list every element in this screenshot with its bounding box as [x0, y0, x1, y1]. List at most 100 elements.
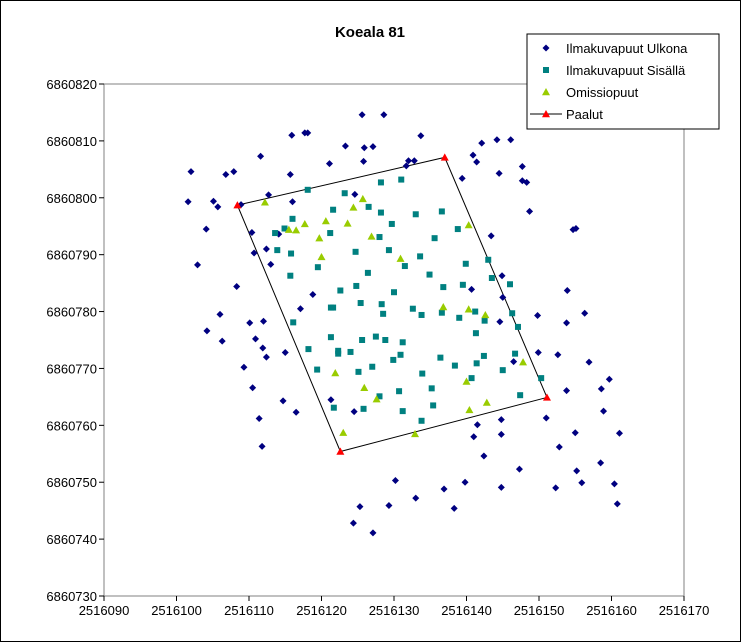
- point-omissiopuut: [367, 232, 376, 240]
- x-tick-label: 2516140: [441, 603, 492, 618]
- point-paalut: [542, 393, 551, 401]
- legend-box: [526, 33, 720, 130]
- point-ilmakuvapuut-ulkona: [563, 387, 571, 395]
- point-ilmakuvapuut-ulkona: [542, 414, 550, 422]
- point-ilmakuvapuut-sis-ll: [330, 404, 337, 411]
- point-ilmakuvapuut-sis-ll: [327, 230, 334, 237]
- point-ilmakuvapuut-sis-ll: [438, 208, 445, 215]
- point-ilmakuvapuut-sis-ll: [472, 308, 479, 315]
- point-ilmakuvapuut-sis-ll: [480, 352, 487, 359]
- point-ilmakuvapuut-sis-ll: [385, 247, 392, 254]
- point-ilmakuvapuut-sis-ll: [437, 354, 444, 361]
- y-tick-label: 6860770: [46, 361, 97, 376]
- point-ilmakuvapuut-ulkona: [255, 415, 263, 423]
- point-ilmakuvapuut-sis-ll: [353, 282, 360, 289]
- point-ilmakuvapuut-ulkona: [569, 226, 577, 234]
- point-ilmakuvapuut-ulkona: [469, 151, 477, 159]
- point-ilmakuvapuut-ulkona: [497, 430, 505, 438]
- point-ilmakuvapuut-ulkona: [369, 529, 377, 537]
- point-ilmakuvapuut-ulkona: [214, 203, 222, 211]
- legend-marker-ilmakuvapuut-sis-ll: [543, 67, 549, 73]
- point-ilmakuvapuut-ulkona: [385, 502, 393, 510]
- point-ilmakuvapuut-ulkona: [410, 157, 418, 165]
- point-ilmakuvapuut-ulkona: [496, 318, 504, 326]
- y-tick-label: 6860760: [46, 418, 97, 433]
- point-omissiopuut: [343, 219, 352, 227]
- point-ilmakuvapuut-ulkona: [248, 228, 256, 236]
- point-ilmakuvapuut-ulkona: [259, 344, 267, 352]
- point-omissiopuut: [439, 303, 448, 311]
- point-ilmakuvapuut-ulkona: [497, 416, 505, 424]
- point-ilmakuvapuut-sis-ll: [364, 269, 371, 276]
- point-ilmakuvapuut-ulkona: [218, 337, 226, 345]
- point-ilmakuvapuut-sis-ll: [438, 309, 445, 316]
- point-omissiopuut: [465, 405, 474, 414]
- point-ilmakuvapuut-ulkona: [473, 158, 481, 166]
- point-ilmakuvapuut-sis-ll: [401, 263, 408, 270]
- point-ilmakuvapuut-sis-ll: [509, 310, 516, 317]
- x-tick-label: 2516120: [296, 603, 347, 618]
- point-omissiopuut: [360, 383, 369, 391]
- point-ilmakuvapuut-ulkona: [258, 442, 266, 450]
- point-ilmakuvapuut-ulkona: [358, 111, 366, 119]
- point-ilmakuvapuut-sis-ll: [281, 225, 288, 232]
- point-ilmakuvapuut-ulkona: [518, 162, 526, 170]
- point-omissiopuut: [321, 217, 330, 225]
- point-omissiopuut: [396, 254, 405, 262]
- point-ilmakuvapuut-ulkona: [341, 142, 349, 150]
- point-ilmakuvapuut-ulkona: [497, 483, 505, 491]
- point-ilmakuvapuut-sis-ll: [473, 360, 480, 367]
- point-ilmakuvapuut-ulkona: [554, 351, 562, 359]
- point-ilmakuvapuut-sis-ll: [431, 235, 438, 242]
- point-ilmakuvapuut-sis-ll: [481, 317, 488, 324]
- point-ilmakuvapuut-sis-ll: [468, 375, 475, 382]
- point-ilmakuvapuut-ulkona: [480, 452, 488, 460]
- point-omissiopuut: [464, 305, 473, 313]
- point-ilmakuvapuut-sis-ll: [377, 179, 384, 186]
- point-ilmakuvapuut-ulkona: [292, 408, 300, 416]
- point-ilmakuvapuut-ulkona: [257, 152, 265, 160]
- point-ilmakuvapuut-sis-ll: [512, 350, 519, 357]
- y-tick-label: 6860750: [46, 475, 97, 490]
- point-ilmakuvapuut-ulkona: [450, 504, 458, 512]
- point-ilmakuvapuut-sis-ll: [369, 363, 376, 370]
- point-ilmakuvapuut-sis-ll: [327, 334, 334, 341]
- point-ilmakuvapuut-ulkona: [222, 170, 230, 178]
- point-ilmakuvapuut-ulkona: [380, 111, 388, 119]
- point-ilmakuvapuut-sis-ll: [290, 319, 297, 326]
- point-ilmakuvapuut-sis-ll: [330, 304, 337, 311]
- point-ilmakuvapuut-ulkona: [288, 131, 296, 139]
- point-ilmakuvapuut-sis-ll: [418, 311, 425, 318]
- point-ilmakuvapuut-sis-ll: [451, 362, 458, 369]
- point-ilmakuvapuut-ulkona: [523, 178, 531, 186]
- point-omissiopuut: [481, 310, 490, 319]
- y-tick-label: 6860800: [46, 191, 97, 206]
- point-ilmakuvapuut-ulkona: [230, 168, 238, 176]
- point-ilmakuvapuut-sis-ll: [289, 215, 296, 222]
- point-ilmakuvapuut-ulkona: [461, 478, 469, 486]
- point-ilmakuvapuut-sis-ll: [517, 392, 524, 399]
- point-ilmakuvapuut-ulkona: [552, 484, 560, 492]
- point-ilmakuvapuut-ulkona: [281, 349, 289, 357]
- point-ilmakuvapuut-ulkona: [615, 429, 623, 437]
- point-ilmakuvapuut-ulkona: [534, 312, 542, 320]
- point-ilmakuvapuut-sis-ll: [485, 256, 492, 263]
- point-ilmakuvapuut-ulkona: [498, 272, 506, 280]
- point-ilmakuvapuut-ulkona: [473, 421, 481, 429]
- point-ilmakuvapuut-sis-ll: [376, 393, 383, 400]
- point-ilmakuvapuut-sis-ll: [514, 323, 521, 330]
- point-ilmakuvapuut-sis-ll: [390, 356, 397, 363]
- point-ilmakuvapuut-sis-ll: [357, 300, 364, 307]
- point-omissiopuut: [300, 219, 309, 228]
- legend-label-ilmakuvapuut-ulkona: Ilmakuvapuut Ulkona: [566, 41, 688, 56]
- point-ilmakuvapuut-sis-ll: [472, 330, 479, 337]
- point-ilmakuvapuut-ulkona: [515, 465, 523, 473]
- point-ilmakuvapuut-ulkona: [440, 485, 448, 493]
- point-ilmakuvapuut-ulkona: [356, 503, 364, 511]
- point-ilmakuvapuut-sis-ll: [359, 337, 366, 343]
- point-ilmakuvapuut-ulkona: [555, 443, 563, 451]
- y-tick-label: 6860820: [46, 77, 97, 92]
- point-ilmakuvapuut-sis-ll: [396, 388, 403, 395]
- x-tick-label: 2516130: [369, 603, 420, 618]
